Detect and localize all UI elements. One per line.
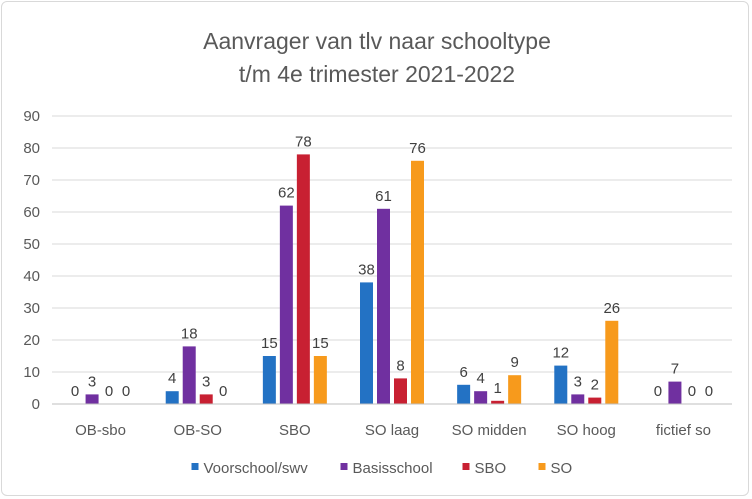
data-label: 0 <box>105 383 113 400</box>
bar <box>554 365 568 404</box>
data-label: 9 <box>510 354 518 371</box>
chart-title-line-1: Aanvrager van tlv naar schooltype <box>203 28 551 54</box>
y-tick-label: 10 <box>23 364 40 381</box>
data-label: 4 <box>168 370 176 387</box>
legend-label: SO <box>551 460 573 477</box>
data-label: 6 <box>459 364 467 381</box>
data-label: 0 <box>71 383 79 400</box>
data-label: 0 <box>654 383 662 400</box>
x-category-label: OB-SO <box>174 422 222 439</box>
data-label: 0 <box>122 383 130 400</box>
x-category-label: SBO <box>279 422 311 439</box>
x-category-label: SO laag <box>365 422 419 439</box>
y-tick-label: 90 <box>23 108 40 125</box>
data-label: 18 <box>181 325 198 342</box>
data-label: 61 <box>375 188 392 205</box>
data-label: 3 <box>88 373 96 390</box>
bar <box>182 346 196 404</box>
bars <box>85 154 682 404</box>
data-label: 1 <box>493 380 501 397</box>
x-axis-categories: OB-sbo OB-SO SBO SO laag SO midden SO hoog fic… <box>75 422 711 439</box>
data-label: 0 <box>705 383 713 400</box>
bar <box>279 205 293 404</box>
legend-swatch <box>191 463 199 470</box>
bar <box>377 208 390 404</box>
data-label: 2 <box>591 377 599 394</box>
legend-label: Basisschool <box>353 460 433 477</box>
bar <box>313 356 327 404</box>
data-label: 38 <box>358 261 375 278</box>
chart-title-line-2: t/m 4e trimester 2021-2022 <box>239 61 515 87</box>
y-tick-label: 60 <box>23 204 40 221</box>
data-label: 12 <box>552 345 569 362</box>
legend-label: SBO <box>475 460 507 477</box>
x-category-label: fictief so <box>656 422 711 439</box>
y-tick-label: 40 <box>23 268 40 285</box>
y-tick-label: 0 <box>32 396 40 413</box>
legend-label: Voorschool/swv <box>204 460 309 477</box>
y-tick-label: 80 <box>23 140 40 157</box>
y-tick-label: 30 <box>23 300 40 317</box>
bar <box>360 282 373 404</box>
data-label: 62 <box>278 185 295 202</box>
bar <box>411 160 424 404</box>
bar <box>394 378 407 404</box>
y-tick-label: 20 <box>23 332 40 349</box>
data-label: 78 <box>295 133 312 150</box>
data-label: 26 <box>603 300 620 317</box>
bar <box>668 381 682 404</box>
data-label: 8 <box>396 357 404 374</box>
y-tick-label: 70 <box>23 172 40 189</box>
bar <box>457 384 471 404</box>
legend-swatch <box>340 463 348 470</box>
bar <box>199 394 213 404</box>
legend-swatch <box>462 463 470 470</box>
bar <box>296 154 310 404</box>
legend-swatch <box>538 463 546 470</box>
bar <box>508 375 522 404</box>
data-label: 0 <box>688 383 696 400</box>
legend: Voorschool/swv Basisschool SBO SO <box>191 460 573 477</box>
bar <box>165 391 179 404</box>
data-label: 0 <box>219 383 227 400</box>
data-label: 4 <box>476 370 484 387</box>
gridlines <box>52 115 732 373</box>
data-label: 76 <box>409 140 426 157</box>
data-label: 3 <box>574 373 582 390</box>
x-category-label: SO hoog <box>557 422 616 439</box>
data-label: 15 <box>261 335 278 352</box>
x-category-label: OB-sbo <box>75 422 126 439</box>
x-category-label: SO midden <box>452 422 527 439</box>
data-label: 3 <box>202 373 210 390</box>
bar <box>474 391 488 404</box>
y-tick-label: 50 <box>23 236 40 253</box>
bar <box>588 397 602 404</box>
data-label: 7 <box>671 361 679 378</box>
y-axis-ticks: 0 10 20 30 40 50 60 70 80 90 <box>23 108 40 413</box>
bar <box>571 394 585 404</box>
bar <box>262 356 276 404</box>
bar <box>605 320 619 404</box>
data-label: 15 <box>312 335 329 352</box>
bar <box>491 400 505 404</box>
bar <box>85 394 99 404</box>
